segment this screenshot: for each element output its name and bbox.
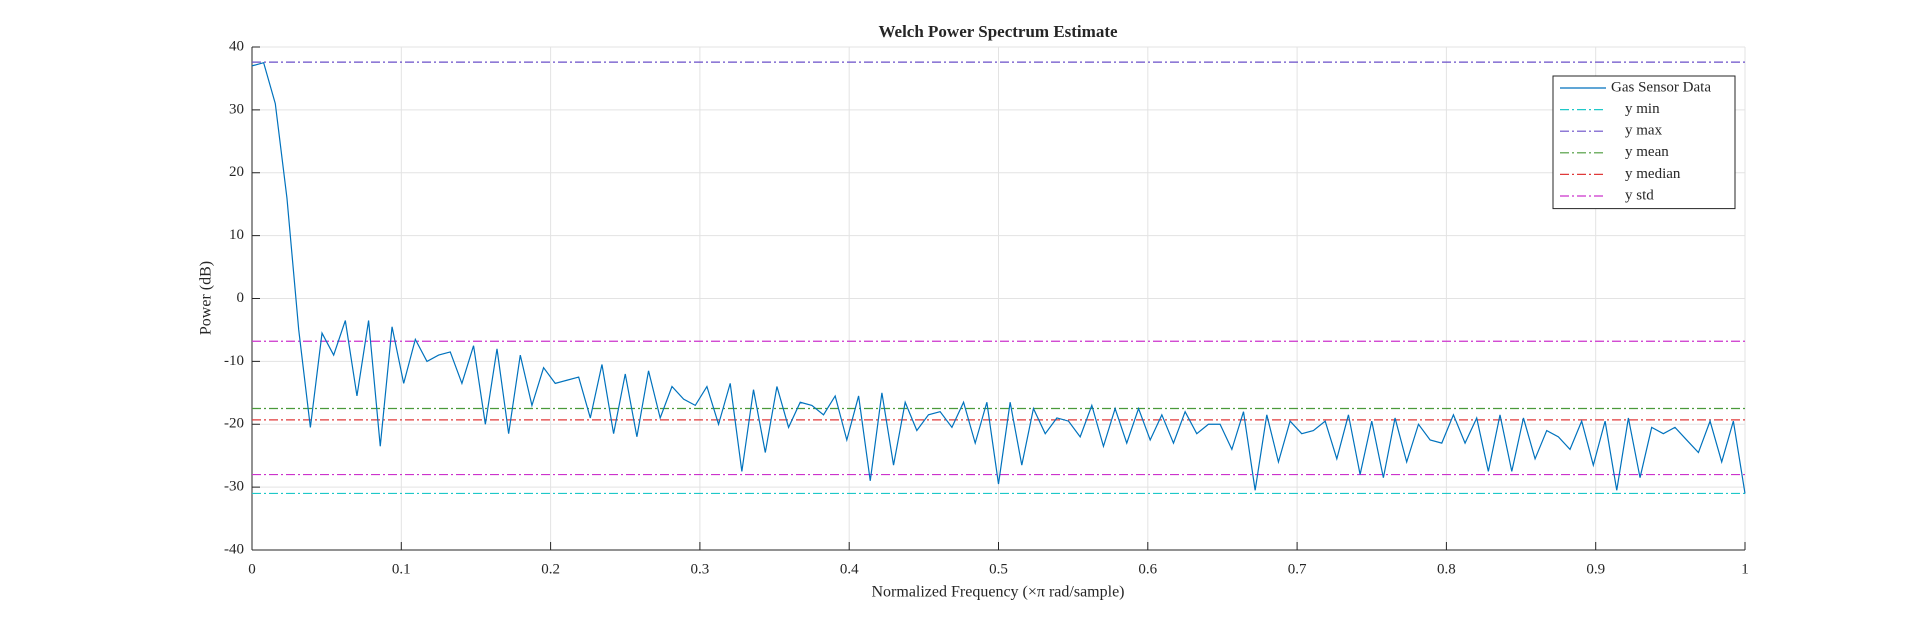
legend-label: y min [1625, 101, 1660, 117]
y-tick-label: -20 [224, 416, 244, 432]
legend-label: y mean [1625, 144, 1669, 160]
legend-label: y max [1625, 123, 1663, 139]
data-line [251, 61, 1746, 494]
y-tick-label: 20 [229, 164, 244, 180]
y-tick-label: -10 [224, 353, 244, 369]
y-tick-label: 40 [229, 38, 244, 54]
x-tick-label: 1 [1741, 561, 1749, 577]
y-tick-label: -40 [224, 541, 244, 557]
x-tick-label: 0.4 [840, 561, 859, 577]
y-tick-label: -30 [224, 479, 244, 495]
y-tick-label: 0 [237, 290, 245, 306]
legend-label: Gas Sensor Data [1611, 79, 1711, 95]
x-tick-label: 0.5 [989, 561, 1008, 577]
legend-box [1552, 75, 1736, 210]
y-tick-label: 30 [229, 101, 244, 117]
x-tick-label: 0.1 [392, 561, 411, 577]
x-tick-label: 0.7 [1288, 561, 1307, 577]
x-tick-label: 0 [248, 561, 256, 577]
x-tick-label: 0.2 [541, 561, 560, 577]
x-tick-label: 0.3 [691, 561, 710, 577]
chart-title: Welch Power Spectrum Estimate [878, 22, 1118, 41]
x-tick-label: 0.6 [1138, 561, 1157, 577]
x-tick-label: 0.9 [1586, 561, 1605, 577]
legend-label: y std [1625, 187, 1654, 203]
y-tick-label: 10 [229, 227, 244, 243]
x-tick-label: 0.8 [1437, 561, 1456, 577]
y-axis-label: Power (dB) [198, 261, 215, 335]
x-axis-label: Normalized Frequency (×π rad/sample) [871, 584, 1124, 601]
legend-label: y median [1625, 166, 1681, 182]
